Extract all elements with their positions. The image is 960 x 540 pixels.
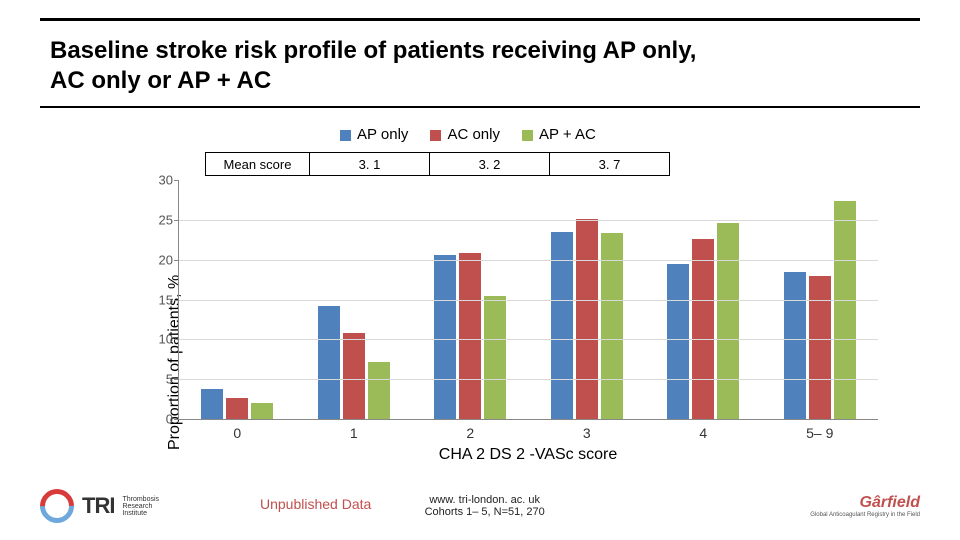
x-tick-label: 2 [412,425,529,441]
tri-logo-sub: Thrombosis Research Institute [122,496,159,517]
plot-region: 012345– 9 051015202530 [178,180,878,420]
page-title: Baseline stroke risk profile of patients… [50,36,910,96]
bar [318,306,340,419]
bar [717,223,739,419]
legend-label: AP only [357,126,408,143]
bar [201,389,223,419]
gridline [179,379,878,380]
x-tick-label: 3 [529,425,646,441]
legend-swatch-icon [340,130,351,141]
bar [434,255,456,419]
bar [226,398,248,419]
bar [692,239,714,419]
y-tick-label: 5 [166,372,173,387]
footer: TRI Thrombosis Research Institute www. t… [40,482,920,530]
gridline [179,300,878,301]
legend-swatch-icon [430,130,441,141]
gridline [179,339,878,340]
x-tick-label: 5– 9 [762,425,879,441]
legend-item: AC only [430,126,500,143]
top-rule [40,18,920,21]
bar [343,333,365,419]
garfield-text: Gârfield [810,494,920,512]
y-tick-label: 30 [159,173,173,188]
gridline [179,220,878,221]
bar [834,201,856,419]
bar [368,362,390,419]
footer-cohorts: Cohorts 1– 5, N=51, 270 [425,506,545,518]
x-tick-label: 1 [296,425,413,441]
legend-item: AP only [340,126,408,143]
chart-legend: AP only AC only AP + AC [340,126,596,143]
bar [667,264,689,419]
tri-ring-icon [33,482,81,530]
bar [809,276,831,419]
x-axis-label: CHA 2 DS 2 -VASc score [178,446,878,464]
bar [459,253,481,420]
legend-label: AC only [447,126,500,143]
garfield-sub: Global Anticoagulant Registry in the Fie… [810,512,920,518]
y-tick-mark [174,220,179,221]
legend-label: AP + AC [539,126,596,143]
bar [784,272,806,419]
y-tick-label: 25 [159,212,173,227]
bar [576,219,598,419]
y-tick-label: 15 [159,292,173,307]
y-tick-mark [174,339,179,340]
y-tick-label: 10 [159,332,173,347]
y-tick-label: 0 [166,412,173,427]
gridline [179,260,878,261]
legend-swatch-icon [522,130,533,141]
y-tick-mark [174,300,179,301]
y-tick-mark [174,260,179,261]
legend-item: AP + AC [522,126,596,143]
garfield-logo: Gârfield Global Anticoagulant Registry i… [810,494,920,518]
bar [484,296,506,419]
y-tick-mark [174,419,179,420]
y-tick-label: 20 [159,252,173,267]
tri-logo-text: TRI [82,493,114,518]
bar [251,403,273,419]
title-line-2: AC only or AP + AC [50,67,271,94]
tri-logo: TRI Thrombosis Research Institute [40,489,159,523]
mid-rule [40,106,920,108]
footer-center: www. tri-london. ac. uk Cohorts 1– 5, N=… [425,494,545,518]
chart-area: Proportion of patients, % 012345– 9 0510… [108,150,898,450]
y-tick-mark [174,180,179,181]
title-line-1: Baseline stroke risk profile of patients… [50,37,696,64]
x-tick-label: 4 [645,425,762,441]
x-tick-label: 0 [179,425,296,441]
y-tick-mark [174,379,179,380]
footer-site: www. tri-london. ac. uk [425,494,545,506]
